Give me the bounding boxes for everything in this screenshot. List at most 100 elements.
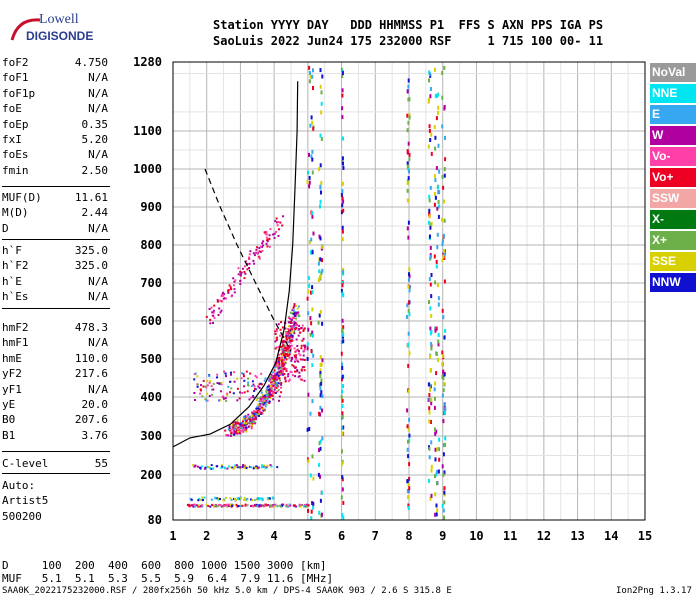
echo-point xyxy=(311,170,314,175)
echo-point xyxy=(241,372,243,375)
echo-point xyxy=(240,377,243,380)
echo-point xyxy=(341,411,344,416)
echo-point xyxy=(311,74,314,79)
echo-point xyxy=(442,419,445,424)
param-name: foF1 xyxy=(2,71,29,85)
param-name: D xyxy=(2,221,9,235)
echo-point xyxy=(441,503,444,508)
echo-point xyxy=(300,368,303,371)
echo-point xyxy=(224,429,227,432)
echo-point xyxy=(219,498,221,500)
echo-point xyxy=(406,188,409,193)
echo-point xyxy=(277,389,280,392)
echo-point xyxy=(310,237,313,242)
echo-point xyxy=(430,132,433,137)
echo-point xyxy=(237,267,240,270)
echo-point xyxy=(289,317,292,320)
params-group-5: C-level 55 xyxy=(2,456,108,471)
echo-point xyxy=(241,267,244,270)
echo-point xyxy=(273,381,276,384)
echo-point xyxy=(437,105,440,110)
header-line2: SaoLuis 2022 Jun24 175 232000 RSF 1 715 … xyxy=(213,34,604,48)
param-value: N/A xyxy=(88,290,108,304)
echo-point xyxy=(196,465,199,468)
echo-point xyxy=(223,467,226,470)
legend-item-nne: NNE xyxy=(650,84,696,103)
echo-point xyxy=(287,375,290,378)
param-row: foEp 0.35 xyxy=(2,117,108,132)
echo-point xyxy=(225,503,228,506)
echo-point xyxy=(227,434,230,437)
echo-point xyxy=(229,503,232,506)
echo-point xyxy=(239,283,242,285)
echo-point xyxy=(250,466,253,469)
echo-point xyxy=(227,503,230,506)
echo-point xyxy=(408,152,411,157)
echo-point xyxy=(243,422,246,425)
echo-point xyxy=(237,505,240,507)
echo-point xyxy=(434,135,437,140)
echo-point xyxy=(427,99,430,104)
echo-point xyxy=(243,415,245,418)
echo-point xyxy=(433,387,436,392)
echo-point xyxy=(216,497,219,500)
echo-point xyxy=(212,314,215,317)
echo-point xyxy=(260,383,263,386)
echo-point xyxy=(249,420,252,422)
echo-point xyxy=(269,376,272,379)
echo-point xyxy=(196,383,199,386)
echo-point xyxy=(258,257,261,260)
echo-point xyxy=(407,235,410,240)
echo-point xyxy=(430,221,433,226)
echo-point xyxy=(317,278,320,282)
x-tick-label: 3 xyxy=(237,529,244,543)
echo-point xyxy=(247,413,250,416)
echo-point xyxy=(428,277,431,282)
echo-point xyxy=(251,414,254,417)
echo-point xyxy=(238,425,241,428)
echo-point xyxy=(277,382,280,385)
echo-point xyxy=(203,467,206,470)
echo-point xyxy=(407,439,409,444)
echo-point xyxy=(252,467,255,470)
param-row: B0 207.6 xyxy=(2,412,108,427)
echo-point xyxy=(238,432,241,434)
echo-point xyxy=(260,391,263,394)
echo-point xyxy=(290,328,293,331)
echo-point xyxy=(275,217,278,220)
echo-point xyxy=(207,466,210,468)
echo-point xyxy=(429,234,431,239)
param-value: 5.20 xyxy=(81,132,109,146)
echo-point xyxy=(443,403,446,408)
echo-point xyxy=(341,283,344,288)
echo-point xyxy=(408,169,410,174)
echo-point xyxy=(244,503,247,506)
echo-point xyxy=(282,351,285,354)
echo-point xyxy=(288,336,291,339)
echo-point xyxy=(408,113,411,118)
echo-point xyxy=(428,406,431,411)
echo-point xyxy=(226,392,229,395)
param-value: 55 xyxy=(94,457,108,470)
echo-point xyxy=(307,170,309,175)
echo-point xyxy=(407,506,410,510)
echo-point xyxy=(202,379,205,382)
echo-point xyxy=(444,157,447,162)
echo-point xyxy=(289,341,292,344)
echo-point xyxy=(280,373,283,376)
echo-point xyxy=(226,505,229,508)
echo-point xyxy=(279,328,282,331)
echo-point xyxy=(280,386,282,389)
echo-point xyxy=(248,257,251,260)
echo-point xyxy=(218,503,221,506)
echo-point xyxy=(245,430,248,433)
echo-point xyxy=(228,465,230,468)
echo-point xyxy=(208,375,211,378)
echo-point xyxy=(237,273,240,276)
echo-point xyxy=(276,505,279,508)
echo-point xyxy=(252,396,255,399)
echo-point xyxy=(260,466,263,469)
echo-point xyxy=(341,74,344,78)
param-value: 207.6 xyxy=(74,413,108,427)
echo-point xyxy=(407,495,410,500)
